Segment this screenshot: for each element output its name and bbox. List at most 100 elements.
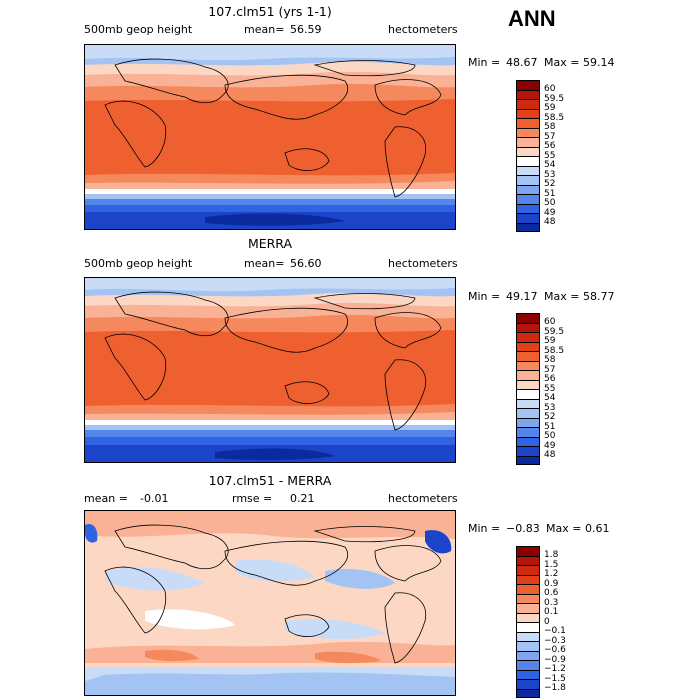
colorbar-cell	[516, 137, 540, 147]
colorbar-tick-label: 57	[544, 364, 556, 375]
mean-label: mean =	[84, 492, 128, 505]
colorbar-tick-label: 49	[544, 440, 556, 451]
colorbar-cell	[516, 313, 540, 323]
colorbar-cell	[516, 108, 540, 118]
colorbar-tick-label: −1.8	[544, 683, 566, 693]
colorbar-cell	[516, 555, 540, 565]
colorbar-cell	[516, 650, 540, 660]
units-label: hectometers	[388, 257, 458, 270]
colorbar-tick-label: 59	[544, 103, 556, 113]
colorbar-tick-label: 54	[544, 393, 556, 403]
map-plot	[84, 44, 456, 230]
min-value: 48.67	[506, 56, 538, 69]
colorbar-cell	[516, 80, 540, 90]
mean-value: 56.59	[290, 23, 322, 36]
max-value: 59.14	[583, 56, 615, 69]
map-plot	[84, 510, 456, 696]
colorbar-tick-label: 50	[544, 431, 556, 441]
colorbar-tick-label: 0	[544, 616, 550, 627]
colorbar-tick-label: 60	[544, 317, 556, 327]
max-label: Max =	[544, 56, 580, 69]
colorbar-cell	[516, 194, 540, 204]
colorbar-tick-label: −1.5	[544, 673, 566, 684]
colorbar-tick-label: 49	[544, 207, 556, 218]
colorbar-cell	[516, 146, 540, 156]
colorbar-tick-label: 54	[544, 160, 556, 170]
colorbar-cell	[516, 408, 540, 418]
colorbar-cell	[516, 165, 540, 175]
colorbar-cell	[516, 417, 540, 427]
contour-map	[85, 45, 455, 229]
min-label: Min =	[468, 56, 501, 69]
panel-title: MERRA	[247, 236, 293, 251]
colorbar-tick-label: 58.5	[544, 345, 565, 356]
colorbar-tick-label: 53	[544, 402, 556, 413]
colorbar-cell	[516, 669, 540, 679]
colorbar-tick-label: 48	[544, 450, 556, 460]
min-label: Min =	[468, 522, 501, 535]
colorbar	[516, 546, 540, 698]
colorbar-tick-label: 55	[544, 150, 556, 161]
colorbar-cell	[516, 156, 540, 166]
colorbar-cell	[516, 688, 540, 698]
colorbar-tick-label: 57	[544, 131, 556, 142]
colorbar-tick-label: 55	[544, 383, 556, 394]
colorbar-tick-label: 60	[544, 84, 556, 94]
colorbar-tick-label: 0.6	[544, 588, 559, 598]
max-value: 0.61	[585, 522, 610, 535]
colorbar-cell	[516, 379, 540, 389]
colorbar-cell	[516, 341, 540, 351]
variable-label: 500mb geop height	[84, 23, 193, 36]
colorbar-cell	[516, 641, 540, 651]
colorbar-tick-label: 58	[544, 122, 556, 132]
season-label: ANN	[508, 6, 556, 31]
colorbar-tick-label: −0.3	[544, 635, 566, 646]
contour-map	[85, 278, 455, 462]
colorbar-tick-label: −0.6	[544, 645, 566, 655]
colorbar-tick-label: −1.2	[544, 664, 566, 674]
map-plot	[84, 277, 456, 463]
colorbar-tick-label: 58	[544, 355, 556, 365]
colorbar-tick-label: 1.8	[544, 550, 559, 560]
colorbar-tick-label: 58.5	[544, 112, 565, 123]
colorbar-tick-label: 51	[544, 421, 556, 432]
colorbar-tick-label: −0.9	[544, 654, 566, 665]
colorbar-cell	[516, 622, 540, 632]
colorbar-tick-label: −0.1	[544, 626, 566, 636]
colorbar-cell	[516, 584, 540, 594]
max-value: 58.77	[583, 290, 615, 303]
colorbar-cell	[516, 360, 540, 370]
colorbar-tick-label: 0.1	[544, 607, 559, 617]
colorbar-cell	[516, 436, 540, 446]
colorbar-cell	[516, 213, 540, 223]
colorbar-cell	[516, 99, 540, 109]
colorbar-cell	[516, 127, 540, 137]
mean-label: mean=	[244, 23, 285, 36]
colorbar	[516, 313, 540, 465]
variable-label: 500mb geop height	[84, 257, 193, 270]
units-label: hectometers	[388, 23, 458, 36]
colorbar-tick-label: 51	[544, 188, 556, 199]
colorbar-cell	[516, 322, 540, 332]
colorbar-tick-label: 50	[544, 198, 556, 208]
colorbar-tick-label: 59.5	[544, 326, 565, 337]
colorbar-cell	[516, 203, 540, 213]
colorbar-cell	[516, 118, 540, 128]
colorbar-tick-label: 52	[544, 179, 556, 189]
colorbar-cell	[516, 222, 540, 232]
mean-value: -0.01	[140, 492, 169, 505]
colorbar-cell	[516, 398, 540, 408]
colorbar	[516, 80, 540, 232]
colorbar-cell	[516, 351, 540, 361]
min-value: 49.17	[506, 290, 538, 303]
colorbar-cell	[516, 631, 540, 641]
colorbar-cell	[516, 184, 540, 194]
colorbar-cell	[516, 565, 540, 575]
colorbar-cell	[516, 446, 540, 456]
max-label: Max =	[546, 522, 582, 535]
colorbar-tick-label: 48	[544, 217, 556, 227]
colorbar-cell	[516, 370, 540, 380]
colorbar-tick-label: 0.9	[544, 578, 559, 589]
colorbar-tick-label: 0.3	[544, 597, 559, 608]
colorbar-tick-label: 56	[544, 374, 556, 384]
